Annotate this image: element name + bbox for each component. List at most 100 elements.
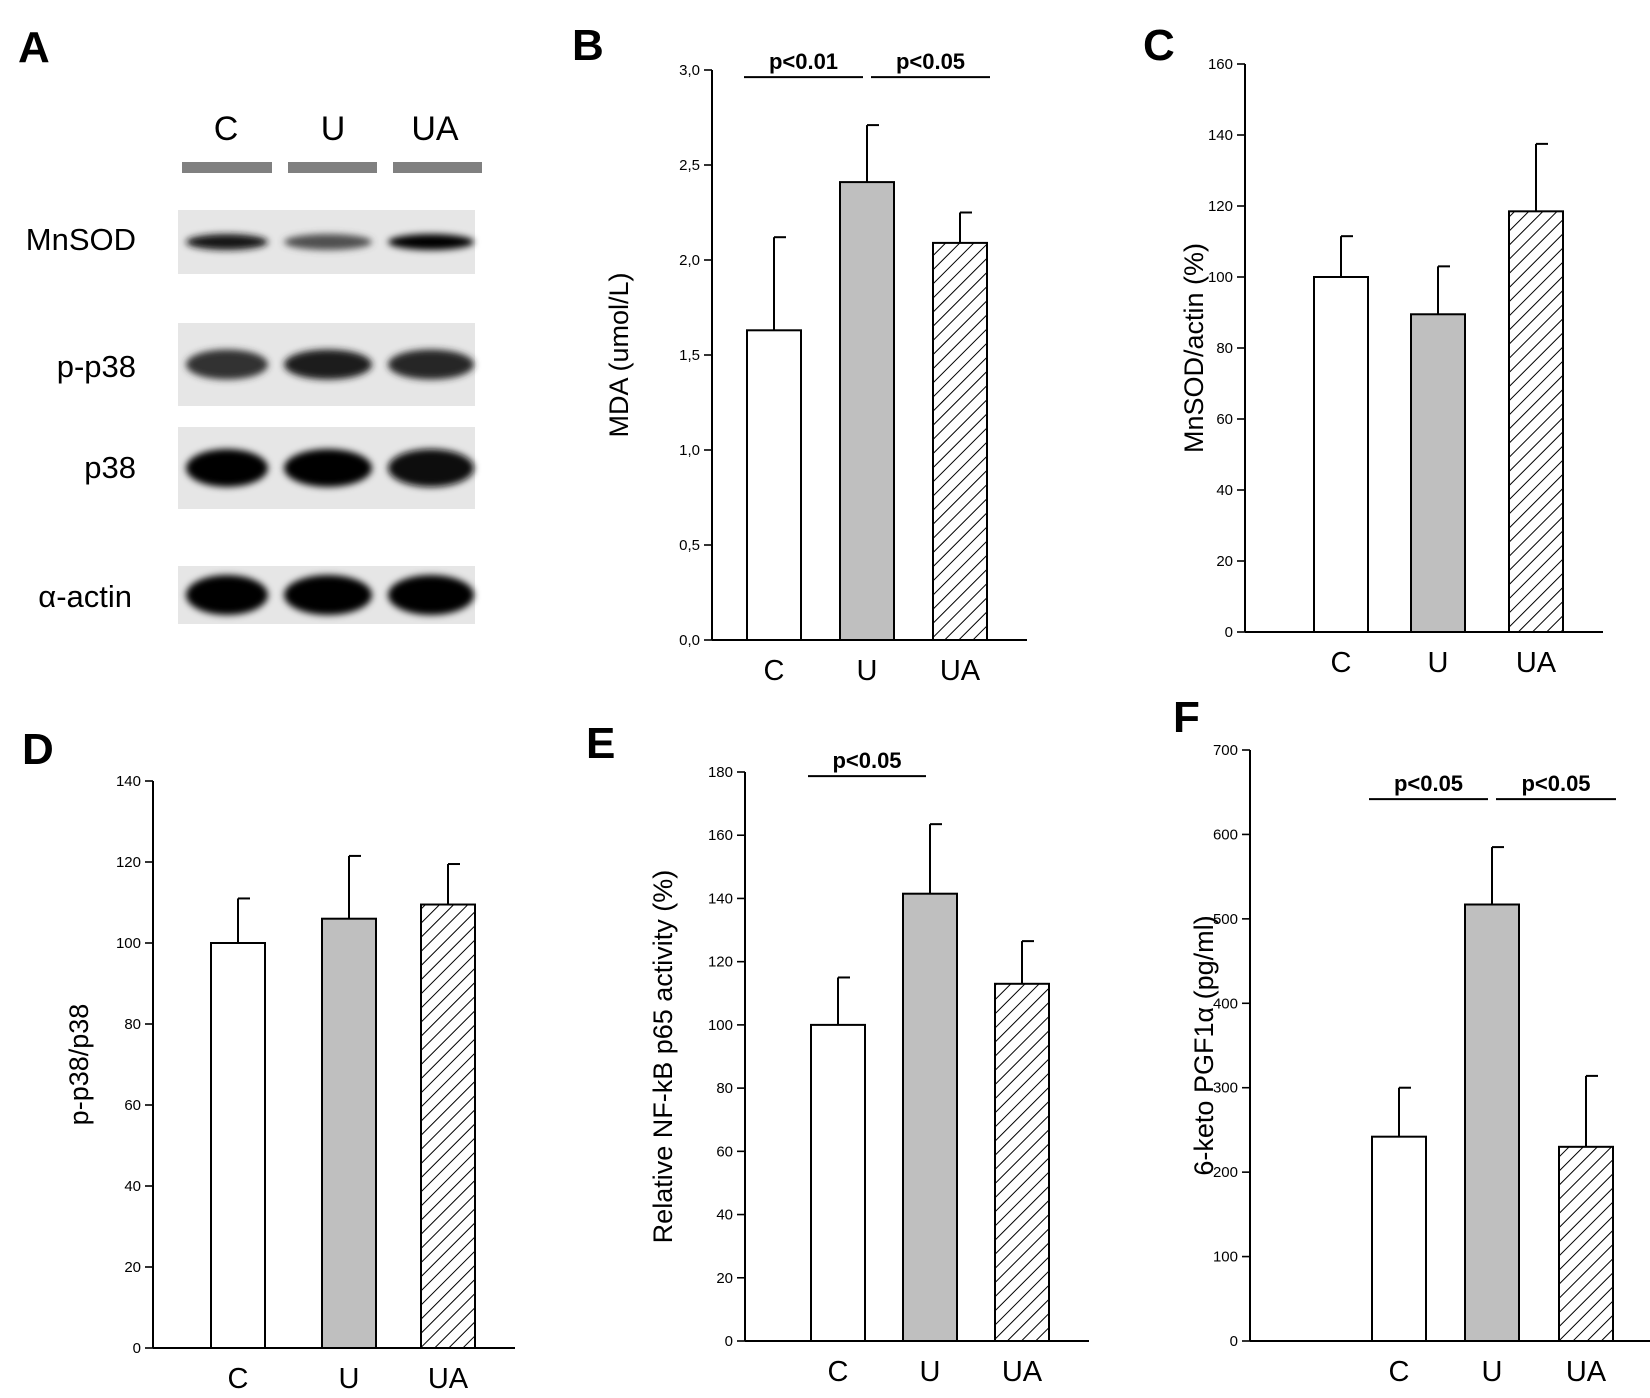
y-tick-label: 2,0: [679, 252, 700, 269]
y-tick-label: 0: [725, 1333, 733, 1350]
category-label-C: C: [828, 1356, 849, 1388]
lane-marker-U: [288, 162, 377, 173]
y-tick-label: 80: [1216, 340, 1233, 357]
bar-U: [321, 917, 377, 1349]
y-tick-label: 60: [124, 1097, 141, 1114]
significance-label: p<0.05: [1521, 771, 1590, 796]
blot-label-3: α-actin: [38, 579, 132, 614]
bar-UA: [1508, 210, 1564, 633]
blot-band-0-1: [284, 234, 372, 250]
y-tick-label: 0: [1225, 624, 1233, 641]
y-tick-label: 0: [133, 1340, 141, 1357]
lane-label-C: C: [214, 110, 239, 148]
panel-letter-e: E: [586, 719, 615, 768]
y-tick-label: 60: [1216, 411, 1233, 428]
y-tick-label: 160: [1208, 56, 1233, 73]
panel-letter-b: B: [572, 21, 604, 70]
y-tick-label: 1,5: [679, 347, 700, 364]
significance-label: p<0.05: [896, 49, 965, 74]
blot-band-3-0: [186, 575, 268, 615]
y-tick-label: 40: [1216, 482, 1233, 499]
lane-label-U: U: [321, 110, 346, 148]
panel-letter-d: D: [22, 725, 54, 774]
blot-label-0: MnSOD: [26, 222, 136, 257]
y-tick-label: 20: [124, 1259, 141, 1276]
y-tick-label: 2,5: [679, 157, 700, 174]
category-label-U: U: [1482, 1356, 1503, 1388]
bar-C: [746, 329, 802, 641]
y-tick-label: 100: [116, 935, 141, 952]
y-tick-label: 0,5: [679, 537, 700, 554]
blot-band-1-1: [284, 349, 372, 380]
y-tick-label: 40: [124, 1178, 141, 1195]
blot-band-1-0: [186, 349, 268, 380]
y-tick-label: 1,0: [679, 442, 700, 459]
panel-letter-a: A: [18, 23, 50, 72]
chart-panel-b: B 0,0 0,5 1,0 1,5 2,0 2,5 3,0 MDA (umol/L) C U UA p<…: [572, 21, 1027, 687]
blot-image: C U UA MnSOD p-p38 p38 α-actin: [26, 110, 482, 624]
bar-C: [1371, 1135, 1427, 1342]
y-tick-label: 180: [708, 764, 733, 781]
y-axis-label: MDA (umol/L): [604, 272, 634, 437]
y-tick-label: 60: [716, 1143, 733, 1160]
blot-band-0-2: [388, 234, 474, 250]
blot-label-1: p-p38: [57, 349, 136, 384]
y-tick-label: 300: [1213, 1080, 1238, 1097]
category-label-U: U: [339, 1363, 360, 1395]
category-label-UA: UA: [1566, 1356, 1607, 1388]
category-label-C: C: [1389, 1356, 1410, 1388]
lane-label-UA: UA: [411, 110, 459, 148]
y-tick-label: 120: [116, 854, 141, 871]
y-tick-label: 700: [1213, 742, 1238, 759]
blot-label-2: p38: [84, 450, 136, 485]
chart-panel-c: C 0 20 40 60 80 100 120 140 160 MnSOD/actin (%) C U U…: [1143, 21, 1603, 679]
category-label-UA: UA: [1516, 647, 1557, 679]
y-tick-label: 0,0: [679, 632, 700, 649]
blot-band-3-2: [388, 575, 474, 615]
category-label-UA: UA: [940, 655, 981, 687]
bar-C: [210, 942, 266, 1349]
category-label-C: C: [1331, 647, 1352, 679]
y-tick-label: 120: [708, 954, 733, 971]
y-axis-label: Relative NF-kB p65 activity (%): [648, 870, 678, 1244]
y-tick-label: 100: [708, 1017, 733, 1034]
y-tick-label: 20: [1216, 553, 1233, 570]
y-axis-label: 6-keto PGF1α (pg/ml): [1189, 915, 1219, 1175]
bar-U: [1410, 313, 1466, 633]
blot-band-2-2: [388, 449, 474, 487]
y-tick-label: 0: [1230, 1333, 1238, 1350]
significance-label: p<0.05: [832, 748, 901, 773]
y-tick-label: 160: [708, 827, 733, 844]
bar-UA: [420, 903, 476, 1350]
blot-band-2-1: [284, 449, 372, 487]
panel-letter-c: C: [1143, 21, 1175, 70]
category-label-C: C: [764, 655, 785, 687]
blot-band-2-0: [186, 449, 268, 487]
y-tick-label: 400: [1213, 995, 1238, 1012]
blot-band-3-1: [284, 575, 372, 615]
significance-label: p<0.05: [1394, 771, 1463, 796]
y-tick-label: 20: [716, 1270, 733, 1287]
category-label-U: U: [920, 1356, 941, 1388]
y-tick-label: 140: [116, 773, 141, 790]
chart-panel-f: F 0 100 200 300 400 500 600 700 6-keto PGF1α (pg/…: [1173, 693, 1650, 1388]
y-tick-label: 500: [1213, 911, 1238, 928]
blot-band-0-0: [186, 234, 268, 250]
category-label-UA: UA: [1002, 1356, 1043, 1388]
y-tick-label: 100: [1208, 269, 1233, 286]
bar-C: [1313, 276, 1369, 633]
category-label-UA: UA: [428, 1363, 469, 1395]
bar-UA: [1558, 1145, 1614, 1343]
bar-U: [839, 181, 895, 641]
y-tick-label: 100: [1213, 1249, 1238, 1266]
bar-C: [810, 1023, 866, 1343]
chart-panel-e: E 0 20 40 60 80 100 120 140 160 180 Relative NF-kB …: [586, 719, 1089, 1388]
chart-panel-d: D 0 20 40 60 80 100 120 140 p-p38/p38 C U UA: [22, 725, 515, 1395]
bar-charts: B 0,0 0,5 1,0 1,5 2,0 2,5 3,0 MDA (umol/L) C U UA p<…: [22, 21, 1650, 1395]
y-tick-label: 600: [1213, 826, 1238, 843]
y-tick-label: 200: [1213, 1164, 1238, 1181]
bar-UA: [994, 982, 1050, 1342]
significance-label: p<0.01: [769, 49, 838, 74]
panel-a-western-blot: A C U UA MnSOD p-p38 p38 α-actin: [18, 23, 482, 624]
